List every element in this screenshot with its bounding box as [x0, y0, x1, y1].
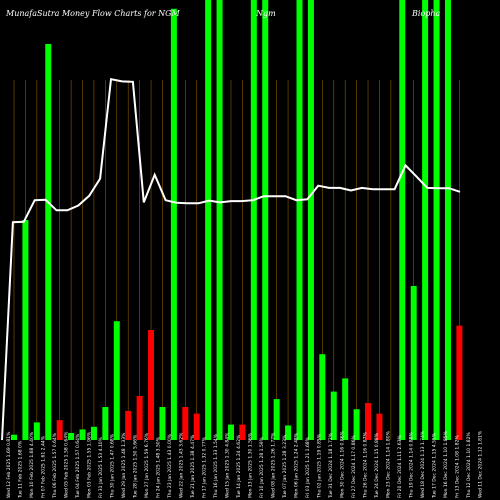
x-tick-label: Thu 12 Dec 2024 1.10 1.82%: [466, 431, 472, 499]
money-flow-bars: [11, 0, 463, 441]
money-flow-bar: [330, 391, 337, 440]
x-tick-label: Tue 21 Jan 2025 1.38 4.47%: [190, 434, 196, 499]
x-tick-label: Tue 17 Dec 2024 1.15 4.55%: [432, 432, 438, 499]
money-flow-bar: [227, 424, 234, 440]
x-tick-label: Thu 26 Dec 2024 1.16 0.87%: [363, 431, 369, 499]
money-flow-bar: [193, 413, 200, 440]
money-flow-bar: [262, 0, 269, 440]
x-tick-label: Thu 30 Jan 2025 1.47 0.68%: [110, 433, 116, 499]
x-tick-label: Thu 23 Jan 2025 1.43 0.00%: [167, 433, 173, 499]
x-tick-label: Tue 07 Jan 2025 1.28 3.23%: [282, 434, 288, 499]
money-flow-bar: [159, 407, 166, 440]
money-flow-bar: [205, 0, 212, 440]
money-flow-bar: [444, 0, 451, 440]
x-tick-label: Wed 15 Jan 2025 1.30 4.84%: [225, 432, 231, 498]
money-flow-bar: [148, 330, 155, 440]
x-tick-label: Fri 07 Feb 2025 1.61 2.44%: [41, 435, 47, 498]
money-flow-bar: [410, 286, 417, 440]
x-tick-label: Wed 18 Dec 2024 1.13 1.74%: [420, 430, 426, 498]
money-flow-bar: [319, 354, 326, 440]
x-tick-label: Mon 13 Jan 2025 1.30 1.56%: [248, 432, 254, 498]
money-flow-bar: [285, 425, 292, 440]
x-tick-label: Fri 10 Jan 2025 1.28 1.59%: [259, 436, 265, 498]
chart-center-text: Ngm: [255, 9, 276, 18]
x-tick-label: Fri 13 Dec 2024 1.08 1.82%: [455, 435, 461, 498]
money-flow-bar: [136, 396, 143, 440]
money-flow-bar: [365, 403, 372, 440]
x-tick-label: Thu 16 Jan 2025 1.33 1.54%: [213, 433, 219, 499]
x-tick-label: Tue 04 Feb 2025 1.57 0.64%: [75, 433, 81, 499]
x-tick-label: Mon 10 Feb 2025 1.68 4.40%: [29, 431, 35, 498]
x-tick-label: Fri 31 Jan 2025 1.53 4.10%: [98, 436, 104, 498]
x-tick-label: Mon 03 Feb 2025 1.55 1.96%: [87, 431, 93, 498]
money-flow-bar: [307, 0, 314, 440]
x-tick-label: Fri 20 Dec 2024 1.11 2.63%: [397, 435, 403, 498]
money-flow-bar: [250, 0, 257, 440]
money-flow-bar: [33, 422, 40, 440]
x-tick-label: Fri 03 Jan 2025 1.21 1.68%: [305, 436, 311, 498]
x-tick-label: Tue 14 Jan 2025 1.24 4.62%: [236, 434, 242, 499]
x-tick-label: Fri 24 Jan 2025 1.48 3.50%: [156, 436, 162, 498]
money-flow-bar: [170, 8, 177, 441]
x-tick-label: Wed 12 Feb 2025 1.69 0.81%: [6, 431, 12, 498]
x-tick-label: Thu 19 Dec 2024 1.14 0.88%: [409, 431, 415, 499]
money-flow-bar: [239, 424, 246, 440]
money-flow-bar: [11, 434, 17, 440]
x-tick-label: Wed 29 Jan 2025 1.48 1.33%: [121, 432, 127, 498]
money-flow-bar: [102, 407, 109, 440]
money-flow-bar: [90, 426, 97, 440]
money-flow-bar: [353, 409, 360, 440]
money-flow-bar: [296, 0, 303, 440]
x-tick-label: Mon 16 Dec 2024 1.10 1.85%: [443, 430, 449, 498]
money-flow-bar: [456, 325, 463, 440]
money-flow-bar: [79, 429, 86, 440]
x-tick-label: Tue 24 Dec 2024 1.15 0.88%: [374, 432, 380, 499]
money-flow-bar: [342, 378, 349, 440]
x-tick-label: Wed 08 Jan 2025 1.26 1.77%: [271, 432, 277, 498]
money-flow-bar: [125, 410, 132, 440]
money-flow-bar: [433, 0, 440, 440]
chart-right-text: Biopha: [411, 9, 441, 18]
x-tick-label: Fri 27 Dec 2024 1.17 0.86%: [351, 435, 357, 498]
money-flow-bar: [56, 420, 63, 440]
x-tick-label: Tue 31 Dec 2024 1.18 1.72%: [328, 432, 334, 499]
x-tick-label: Mon 06 Jan 2025 1.24 2.48%: [294, 432, 300, 498]
x-tick-label: Fri 17 Jan 2025 1.32 0.77%: [202, 436, 208, 498]
x-tick-label: Tue 28 Jan 2025 1.50 5.66%: [133, 434, 139, 499]
money-flow-bar: [422, 0, 429, 440]
x-axis-tick-labels: Wed 12 Feb 2025 1.69 0.81% Tue 11 Feb 202…: [6, 430, 484, 499]
x-tick-label: Thu 06 Feb 2025 1.57 0.64%: [52, 432, 58, 499]
x-tick-label: Mon 27 Jan 2025 1.59 6.76%: [144, 432, 150, 498]
money-flow-bar: [376, 413, 383, 440]
x-tick-label: Wed 05 Feb 2025 1.58 0.64%: [64, 431, 70, 498]
money-flow-bar: [22, 220, 29, 440]
price-line: [1, 78, 461, 441]
x-tick-label: Mon 30 Dec 2024 1.16 0.86%: [340, 430, 346, 498]
money-flow-bar: [399, 0, 406, 440]
x-tick-label: Tue 11 Feb 2025 1.68 0%: [18, 440, 24, 499]
x-tick-label: Mon 23 Dec 2024 1.14 1.80%: [386, 430, 392, 498]
chart-title: MunafaSutra Money Flow Charts for NGM: [5, 9, 181, 18]
money-flow-bar: [182, 407, 189, 440]
money-flow-bar: [68, 432, 75, 440]
x-tick-label: Wed 11 Dec 2024 1.12 1.81%: [478, 430, 484, 498]
money-flow-bar: [45, 44, 52, 440]
money-flow-bar: [216, 0, 223, 440]
x-tick-label: Wed 22 Jan 2025 1.43 3.62%: [179, 432, 185, 498]
x-tick-label: Thu 02 Jan 2025 1.19 0.85%: [317, 433, 323, 499]
money-flow-bar: [273, 399, 280, 440]
money-flow-bar: [113, 321, 120, 440]
